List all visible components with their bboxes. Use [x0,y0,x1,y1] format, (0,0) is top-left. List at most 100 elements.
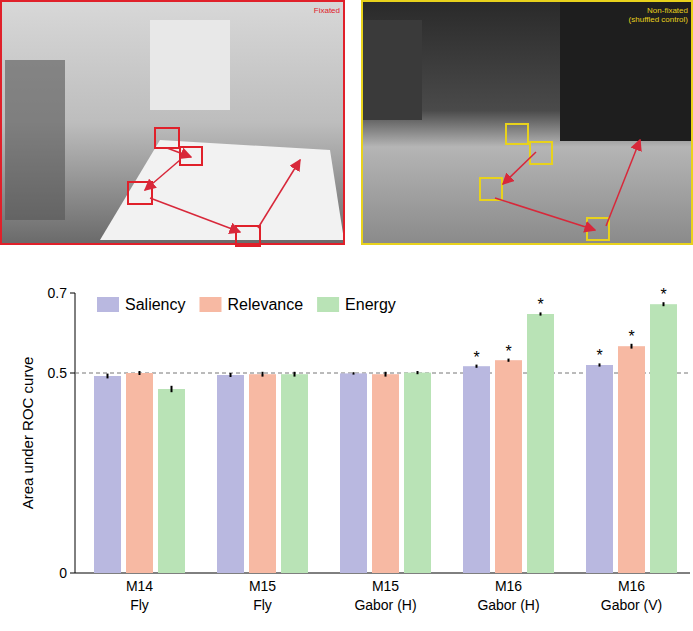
y-tick-label: 0.5 [48,365,68,381]
photo-frame [1,1,344,244]
legend-label: Relevance [227,296,303,313]
panel-label-line: (shuffled control) [629,15,689,24]
bar [463,366,490,573]
error-bar [417,371,418,374]
error-bar [294,372,295,377]
x-tick-label-line: M14 [126,578,153,594]
bar [340,373,367,573]
panel-label: Fixated [314,6,340,15]
x-tick-label-line: M16 [495,578,522,594]
x-tick-label-line: Fly [253,597,272,613]
x-tick-label: M15 Fly [249,578,276,613]
saccade-arrow [606,140,640,226]
photo [362,1,692,244]
fixation-box [236,226,260,246]
bar [281,374,308,573]
panel-label: Non-fixated(shuffled control) [629,6,689,24]
significance-marks: * * * * * * [473,286,666,365]
saccade-arrow [145,160,180,190]
legend: Saliency Relevance Energy [97,296,396,313]
bar [527,314,554,573]
x-tick-label: M16 Gabor (H) [477,578,539,613]
x-tick-label-line: M15 [249,578,276,594]
bar [94,376,121,573]
fixation-box [180,147,202,165]
legend-label: Saliency [125,296,185,313]
error-bar-line [171,386,173,392]
error-bar-line [385,372,387,377]
saccade-arrow [258,160,300,228]
significance-star: * [505,343,511,360]
x-tick-label: M15 Gabor (H) [354,578,416,613]
fixation-box [128,182,152,204]
bar [126,373,153,573]
x-tick-label-line: Fly [130,597,149,613]
photo-detail [100,140,344,240]
x-tick-label-line: Gabor (H) [354,597,416,613]
error-bar [230,373,231,377]
marks [75,302,690,573]
y-tick-label: 0 [59,565,67,581]
error-bar [353,372,354,374]
photo-detail [560,1,692,141]
legend-swatch [317,297,339,312]
error-bar-line [139,371,141,375]
panel-label-line: Non-fixated [647,6,688,15]
x-tick-label-line: M16 [618,578,645,594]
legend-label: Energy [345,296,396,313]
fixation-box [155,128,179,148]
bar [586,365,613,573]
x-tick-label-line: Gabor (H) [477,597,539,613]
bar [217,375,244,573]
significance-star: * [473,349,479,366]
panel-label-line: Fixated [314,6,340,15]
significance-star: * [596,347,602,364]
y-tick [70,573,75,574]
bar [650,304,677,573]
error-bar [171,386,172,392]
legend-swatch [199,297,221,312]
significance-star: * [628,328,634,345]
bar [618,346,645,573]
photo [1,1,344,244]
saccade-arrow [503,152,536,184]
error-bar-line [230,373,232,377]
error-bar [139,371,140,375]
error-bar-line [417,371,419,374]
bar [404,373,431,573]
error-bar [107,374,108,379]
bar [158,389,185,573]
saccade-arrow [167,148,191,157]
fixation-box [480,178,502,200]
chart: 00.50.7Area under ROC curve******M14FlyM… [19,285,690,613]
saccade-arrow [495,198,595,230]
bar [495,360,522,573]
photo-detail [150,20,230,110]
photo-panel: Fixated [1,1,344,246]
x-tick-label-line: M15 [372,578,399,594]
error-bar [262,372,263,377]
fixation-box [506,124,528,144]
bar [372,374,399,573]
error-bar-line [107,374,109,379]
y-axis-label: Area under ROC curve [19,357,36,510]
photo-detail [5,60,65,220]
bar [249,374,276,573]
saccade-arrow [150,198,240,232]
x-tick-label: M14 Fly [126,578,153,613]
significance-star: * [537,296,543,313]
error-bar-line [353,372,355,374]
error-bar-line [294,372,296,377]
photo-detail [362,20,422,120]
y-tick [70,373,75,374]
fixation-box [530,142,552,164]
photo-frame [362,1,692,244]
photo-panel: Non-fixated(shuffled control) [362,1,692,244]
x-tick-label: M16 Gabor (V) [601,578,662,613]
x-tick-label-line: Gabor (V) [601,597,662,613]
y-tick-label: 0.7 [48,285,68,301]
legend-swatch [97,297,119,312]
significance-star: * [660,286,666,303]
error-bar [385,372,386,377]
figure: Fixated Non-fixated(shuffled control) 0 0.5… [0,0,693,631]
